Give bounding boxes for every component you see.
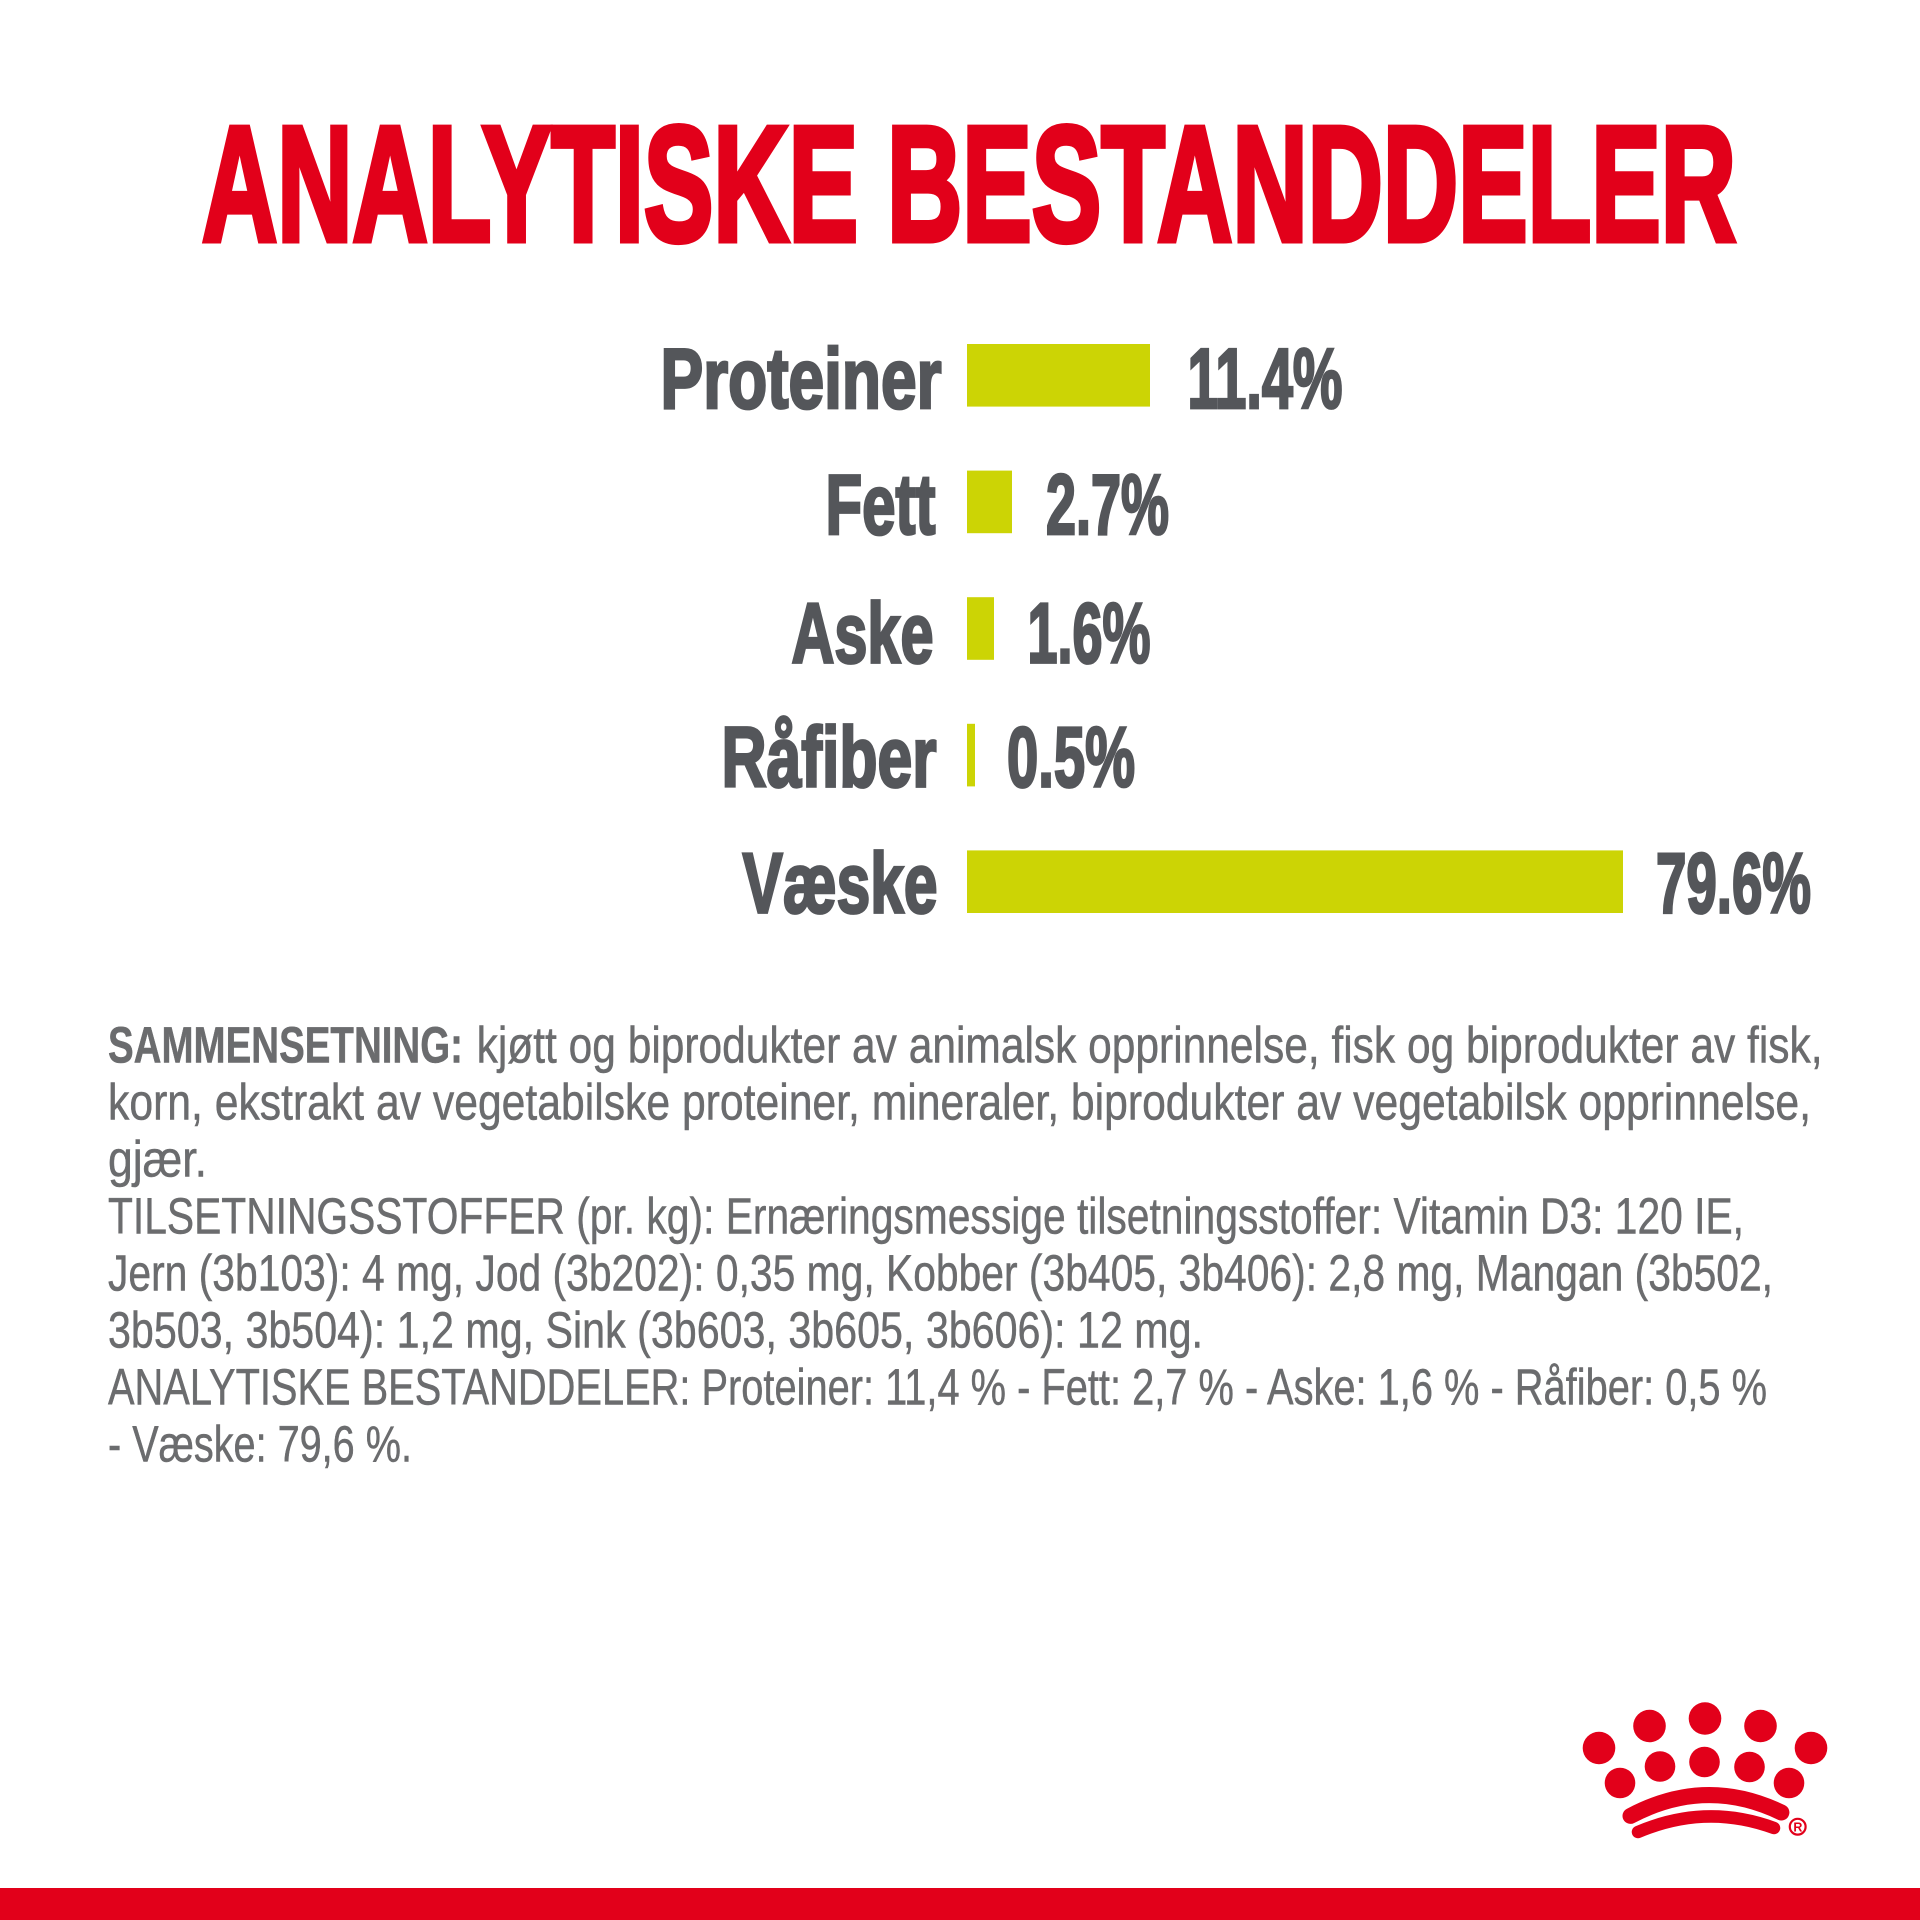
svg-text:- Væske: 79,6 %.: - Væske: 79,6 %. [108,1416,412,1473]
svg-text:Aske: Aske [792,587,934,682]
svg-text:ANALYTISKE BESTANDDELER: Prote: ANALYTISKE BESTANDDELER: Proteiner: 11,4… [108,1359,1767,1416]
svg-text:Jern (3b103): 4 mg, Jod (3b202: Jern (3b103): 4 mg, Jod (3b202): 0,35 mg… [108,1245,1773,1302]
svg-text:3b503, 3b504): 1,2 mg, Sink (3: 3b503, 3b504): 1,2 mg, Sink (3b603, 3b60… [108,1302,1203,1359]
svg-text:11.4%: 11.4% [1188,332,1343,427]
svg-text:Proteiner: Proteiner [661,332,942,427]
svg-text:TILSETNINGSSTOFFER (pr. kg): E: TILSETNINGSSTOFFER (pr. kg): Ernæringsme… [108,1188,1744,1245]
svg-text:Væske: Væske [743,837,938,932]
svg-text:R: R [1793,1820,1802,1834]
svg-text:ANALYTISKE BESTANDDELER: ANALYTISKE BESTANDDELER [202,93,1736,276]
svg-text:SAMMENSETNING:: SAMMENSETNING: [108,1017,463,1074]
svg-text:1.6%: 1.6% [1028,587,1151,682]
svg-text:kjøtt og biprodukter av animal: kjøtt og biprodukter av animalsk opprinn… [477,1017,1823,1074]
svg-text:gjær.: gjær. [108,1131,207,1188]
svg-text:0.5%: 0.5% [1007,711,1135,806]
svg-text:korn, ekstrakt av vegetabilske: korn, ekstrakt av vegetabilske proteiner… [108,1074,1811,1131]
svg-text:Fett: Fett [826,458,936,553]
svg-text:Råfiber: Råfiber [722,711,937,806]
svg-text:79.6%: 79.6% [1656,837,1811,932]
svg-text:2.7%: 2.7% [1046,458,1169,553]
